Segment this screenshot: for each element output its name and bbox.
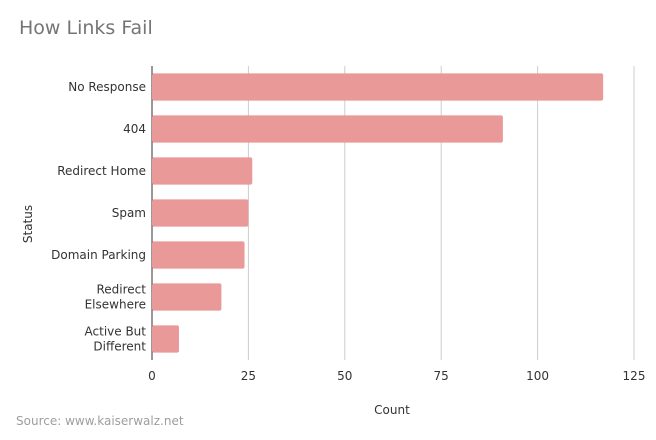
chart-title: How Links Fail	[19, 17, 153, 39]
bar	[152, 325, 179, 353]
y-tick-label: Domain Parking	[51, 248, 146, 262]
y-tick-label: No Response	[68, 80, 146, 94]
y-tick-label: Spam	[112, 206, 146, 220]
y-tick-label: Different	[93, 340, 146, 354]
bar	[152, 241, 245, 269]
source-note: Source: www.kaiserwalz.net	[16, 414, 184, 428]
y-tick-label: Redirect Home	[57, 164, 146, 178]
bar	[152, 73, 604, 101]
bar	[152, 115, 503, 143]
x-axis-title: Count	[374, 403, 410, 417]
x-tick-label: 75	[434, 369, 449, 383]
y-tick-label: Active But	[85, 325, 147, 339]
x-tick-label: 25	[241, 369, 256, 383]
x-tick-label: 125	[623, 369, 646, 383]
x-tick-label: 50	[337, 369, 352, 383]
bar	[152, 199, 249, 227]
x-tick-label: 100	[526, 369, 549, 383]
y-tick-label: 404	[123, 122, 146, 136]
bar	[152, 283, 222, 311]
y-tick-label: Elsewhere	[85, 298, 146, 312]
y-axis-title: Status	[21, 205, 35, 243]
y-tick-label: Redirect	[97, 283, 147, 297]
x-tick-label: 0	[148, 369, 156, 383]
bar	[152, 157, 253, 185]
